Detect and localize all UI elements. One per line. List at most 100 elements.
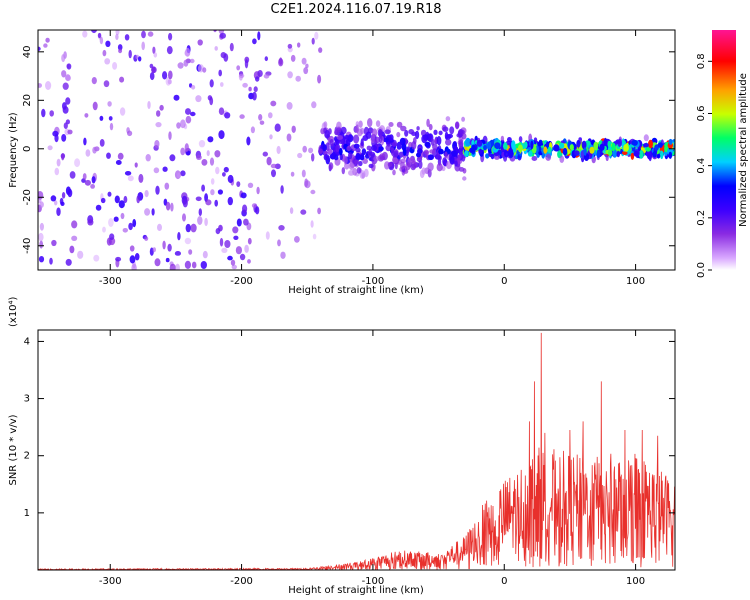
spectrogram-cell: [402, 148, 407, 156]
spectrogram-cell: [476, 139, 483, 147]
spectrogram-cell: [358, 160, 363, 167]
spectrogram-cell: [623, 144, 629, 152]
spectrogram-cell: [311, 37, 315, 45]
spectrogram-cell: [229, 42, 234, 52]
spectrogram-cell: [294, 236, 300, 243]
spectrogram-cell: [95, 204, 102, 211]
spectrogram-cell: [559, 155, 565, 163]
spectrogram-cell: [197, 216, 203, 225]
spectrogram-x-tick-label: 0: [501, 276, 507, 287]
spectrogram-cell: [361, 148, 367, 156]
spectrogram-cell: [39, 201, 44, 208]
spectrogram-cell: [65, 258, 72, 266]
spectrogram-cell: [301, 169, 306, 178]
snr-y-tick-label: 4: [24, 336, 30, 347]
spectrogram-cell: [230, 259, 236, 266]
spectrogram-cell: [214, 46, 218, 51]
spectrogram-cell: [210, 189, 215, 196]
spectrogram-cell: [297, 42, 301, 48]
spectrogram-cell: [41, 108, 46, 118]
spectrogram-cell: [157, 223, 162, 231]
spectrogram-cell: [664, 144, 668, 153]
spectrogram-cell: [65, 97, 71, 105]
spectrogram-y-axis-label: Frequency (Hz): [8, 112, 19, 188]
spectrogram-cell: [191, 85, 196, 90]
spectrogram-cell: [336, 135, 343, 140]
spectrogram-cell: [438, 148, 444, 155]
spectrogram-cell: [218, 107, 225, 115]
snr-x-tick-label: -200: [230, 576, 253, 587]
spectrogram-cell: [433, 129, 438, 135]
spectrogram-cell: [277, 239, 281, 247]
spectrogram-cell: [291, 125, 296, 133]
spectrogram-cell: [355, 147, 361, 153]
spectrogram-cell: [576, 139, 581, 148]
spectrogram-cell: [128, 49, 132, 59]
snr-x-tick-label: 100: [626, 576, 645, 587]
spectrogram-cell: [129, 245, 135, 252]
spectrogram-cell: [426, 118, 430, 128]
spectrogram-cell: [353, 134, 360, 144]
spectrogram-cell: [107, 101, 112, 107]
spectrogram-cell: [642, 143, 649, 148]
spectrogram-cell: [60, 201, 65, 206]
spectrogram-cell: [344, 134, 350, 140]
spectrogram-cell: [318, 148, 323, 155]
spectrogram-cell: [162, 240, 166, 250]
spectrogram-cell: [419, 169, 425, 179]
colorbar-tick-label: 0.0: [696, 262, 707, 278]
spectrogram-cell: [205, 199, 212, 206]
spectrogram-cell: [65, 119, 70, 125]
spectrogram-cell: [201, 184, 206, 192]
spectrogram-cell: [643, 134, 649, 142]
spectrogram-cell: [115, 256, 122, 262]
spectrogram-cell: [280, 185, 284, 194]
spectrogram-cell: [153, 52, 158, 58]
spectrogram-cell: [127, 175, 134, 182]
spectrogram-cell: [611, 142, 616, 152]
spectrogram-cell: [77, 250, 84, 259]
spectrogram-cell: [301, 57, 307, 65]
snr-y-axis-label: SNR (10 * v/v): [8, 414, 19, 485]
spectrogram-cell: [151, 66, 157, 74]
spectrogram-cell: [185, 47, 191, 57]
spectrogram-cell: [531, 156, 538, 161]
snr-panel: -300 -200 -100 0 100 1 2 3 4 Height of straight …: [8, 296, 676, 596]
spectrogram-x-tick-label: -300: [99, 276, 122, 287]
spectrogram-cell: [56, 158, 61, 167]
spectrogram-cell: [191, 261, 197, 269]
spectrogram-cell: [385, 144, 392, 152]
spectrogram-cell: [323, 154, 330, 161]
spectrogram-cell: [62, 106, 69, 114]
spectrogram-cell: [236, 65, 241, 71]
spectrogram-cell: [449, 126, 455, 135]
spectrogram-heatmap: [38, 30, 675, 270]
spectrogram-cell: [449, 156, 455, 165]
spectrogram-cell: [462, 176, 467, 181]
spectrogram-cell: [82, 173, 87, 180]
spectrogram-cell: [242, 204, 248, 213]
spectrogram-cell: [436, 163, 443, 172]
spectrogram-cell: [302, 145, 308, 153]
spectrogram-cell: [173, 94, 180, 101]
spectrogram-cell: [138, 173, 144, 183]
spectrogram-cell: [184, 237, 192, 245]
spectrogram-cell: [428, 123, 433, 131]
spectrogram-cell: [464, 150, 469, 158]
spectrogram-cell: [69, 245, 75, 254]
spectrogram-cell: [348, 162, 355, 170]
spectrogram-cell: [93, 254, 100, 262]
spectrogram-cell: [168, 131, 172, 141]
snr-plot-area: [38, 330, 675, 570]
spectrogram-cell: [201, 159, 208, 166]
spectrogram-cell: [154, 140, 160, 148]
spectrogram-cell: [39, 222, 45, 231]
spectrogram-cell: [396, 141, 402, 150]
spectrogram-cell: [438, 130, 443, 136]
spectrogram-cell: [295, 75, 302, 82]
spectrogram-cell: [82, 30, 88, 38]
spectrogram-cell: [227, 174, 234, 184]
spectrogram-cell: [359, 154, 365, 161]
spectrogram-cell: [61, 70, 67, 78]
spectrogram-cell: [583, 147, 587, 156]
